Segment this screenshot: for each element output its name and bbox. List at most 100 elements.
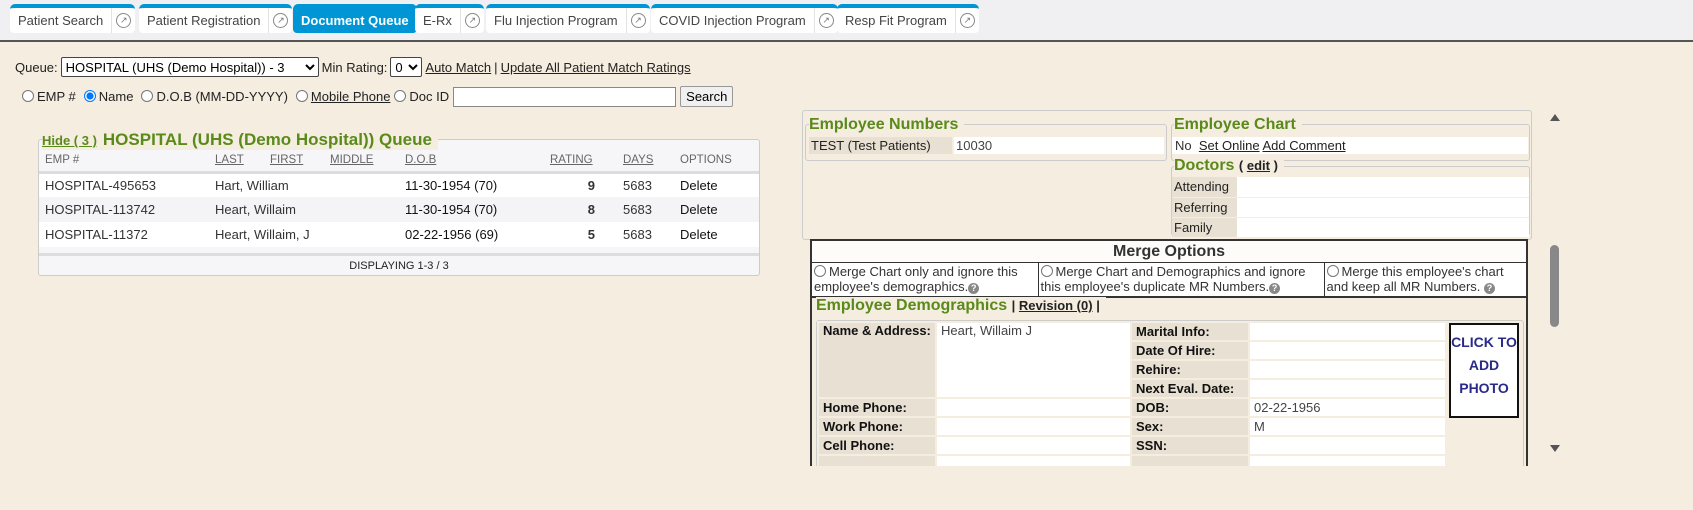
edit-doctors-link[interactable]: edit — [1246, 158, 1270, 173]
doctor-label: Referring — [1172, 198, 1237, 217]
tab-label: COVID Injection Program — [659, 13, 806, 28]
table-row[interactable]: HOSPITAL-11372 Heart, Willaim, J 02-22-1… — [39, 222, 759, 247]
rating-cell: 5 — [544, 222, 617, 247]
employee-chart-title: Employee Chart — [1174, 116, 1302, 134]
radio-doc-id[interactable]: Doc ID — [394, 89, 449, 104]
scrollbar-thumb[interactable] — [1550, 245, 1559, 327]
revision-link[interactable]: Revision (0) — [1018, 298, 1093, 313]
queue-heading: HOSPITAL (UHS (Demo Hospital)) Queue — [102, 130, 432, 149]
col-dob[interactable]: D.O.B — [399, 150, 544, 174]
dob-value: 02-22-1956 — [1248, 397, 1447, 418]
scrollbar[interactable] — [1545, 110, 1565, 458]
table-row[interactable]: HOSPITAL-113742 Heart, Willaim 11-30-195… — [39, 197, 759, 222]
col-rating[interactable]: RATING — [544, 150, 617, 174]
search-button[interactable]: Search — [680, 86, 734, 107]
sex-value: M — [1248, 416, 1447, 437]
auto-match-link[interactable]: Auto Match — [425, 59, 492, 75]
open-external-icon[interactable]: ↗ — [813, 8, 838, 33]
separator: | — [494, 59, 498, 75]
emp-cell: HOSPITAL-113742 — [39, 197, 209, 222]
tab-label: Patient Search — [18, 13, 104, 28]
radio-emp[interactable]: EMP # — [22, 89, 76, 104]
tab-patient-registration[interactable]: Patient Registration ↗ — [139, 4, 293, 33]
delete-link[interactable]: Delete — [674, 172, 759, 197]
queue-toolbar: Queue: HOSPITAL (UHS (Demo Hospital)) - … — [15, 57, 691, 77]
dob-cell: 11-30-1954 (70) — [399, 172, 544, 197]
queue-table: EMP # LAST FIRST MIDDLE D.O.B RATING DAY… — [39, 150, 759, 247]
dob-cell: 02-22-1956 (69) — [399, 222, 544, 247]
tab-e-rx[interactable]: E-Rx ↗ — [415, 4, 484, 33]
hire-label: Date Of Hire: — [1130, 340, 1250, 361]
doctor-value — [1237, 198, 1529, 217]
cell-phone-label: Cell Phone: — [817, 435, 937, 456]
radio-dob[interactable]: D.O.B (MM-DD-YYYY) — [141, 89, 288, 104]
open-external-icon[interactable]: ↗ — [954, 8, 979, 33]
hide-queue-link[interactable]: Hide ( 3 ) — [42, 133, 97, 148]
ssn-value — [1248, 435, 1447, 456]
demographics-header: Employee Demographics | Revision (0) | — [816, 297, 1106, 315]
open-external-icon[interactable]: ↗ — [459, 8, 484, 33]
radio-mobile-phone[interactable]: Mobile Phone — [295, 89, 390, 104]
next-eval-label: Next Eval. Date: — [1130, 378, 1250, 399]
rating-cell: 8 — [544, 197, 617, 222]
help-icon[interactable]: ? — [968, 283, 980, 294]
scroll-up-icon[interactable] — [1550, 114, 1560, 121]
employee-chart-row: No Set Online Add Comment — [1172, 137, 1528, 154]
col-last[interactable]: LAST — [209, 150, 264, 174]
tab-document-queue[interactable]: Document Queue — [293, 4, 417, 33]
tab-label: Resp Fit Program — [845, 13, 947, 28]
employee-numbers-box — [805, 124, 1167, 161]
employee-numbers-title: Employee Numbers — [809, 116, 965, 134]
dob-cell: 11-30-1954 (70) — [399, 197, 544, 222]
home-phone-value — [935, 397, 1132, 418]
queue-select[interactable]: HOSPITAL (UHS (Demo Hospital)) - 3 — [60, 57, 319, 77]
add-photo-button[interactable]: CLICK TO ADD PHOTO — [1449, 323, 1519, 418]
work-phone-label: Work Phone: — [817, 416, 937, 437]
employee-number-value: 10030 — [954, 137, 1164, 154]
set-online-link[interactable]: Set Online — [1198, 138, 1260, 153]
tab-flu-injection[interactable]: Flu Injection Program ↗ — [486, 4, 650, 33]
rating-cell: 9 — [544, 172, 617, 197]
merge-option-keep-all[interactable]: Merge this employee's chart and keep all… — [1323, 262, 1528, 297]
queue-footer: DISPLAYING 1-3 / 3 — [39, 253, 759, 275]
marital-value — [1248, 321, 1447, 342]
col-first[interactable]: FIRST — [264, 150, 324, 174]
min-rating-select[interactable]: 0 — [390, 57, 423, 77]
col-middle[interactable]: MIDDLE — [324, 150, 399, 174]
help-icon[interactable]: ? — [1484, 283, 1496, 294]
table-row[interactable]: HOSPITAL-495653 Hart, William 11-30-1954… — [39, 172, 759, 197]
radio-name[interactable]: Name — [83, 89, 133, 104]
employee-number-key: TEST (Test Patients) — [809, 137, 952, 154]
delete-link[interactable]: Delete — [674, 197, 759, 222]
next-eval-value — [1248, 378, 1447, 399]
name-cell: Heart, Willaim — [209, 197, 399, 222]
open-external-icon[interactable]: ↗ — [625, 8, 650, 33]
name-address-value: Heart, Willaim J — [935, 321, 1132, 399]
tab-label: E-Rx — [423, 13, 452, 28]
doctor-value — [1237, 177, 1529, 197]
open-external-icon[interactable]: ↗ — [268, 8, 292, 33]
open-external-icon[interactable]: ↗ — [111, 8, 135, 33]
help-icon[interactable]: ? — [1269, 283, 1281, 294]
tab-covid-injection[interactable]: COVID Injection Program ↗ — [651, 4, 838, 33]
chart-status: No — [1175, 138, 1192, 153]
demographics-title: Employee Demographics — [816, 297, 1008, 314]
demographics-box — [816, 320, 1524, 466]
days-cell: 5683 — [617, 172, 674, 197]
col-days[interactable]: DAYS — [617, 150, 674, 174]
min-rating-label: Min Rating: — [321, 59, 388, 75]
scroll-down-icon[interactable] — [1550, 445, 1560, 452]
search-input[interactable] — [453, 86, 677, 107]
tab-label: Patient Registration — [147, 13, 261, 28]
add-comment-link[interactable]: Add Comment — [1262, 138, 1346, 153]
home-phone-label: Home Phone: — [817, 397, 937, 418]
merge-option-chart-only[interactable]: Merge Chart only and ignore this employe… — [810, 262, 1039, 297]
merge-option-chart-demographics[interactable]: Merge Chart and Demographics and ignore … — [1037, 262, 1325, 297]
tab-patient-search[interactable]: Patient Search ↗ — [10, 4, 136, 33]
queue-title: Hide ( 3 ) HOSPITAL (UHS (Demo Hospital)… — [42, 130, 438, 150]
delete-link[interactable]: Delete — [674, 222, 759, 247]
tab-resp-fit[interactable]: Resp Fit Program ↗ — [837, 4, 979, 33]
doctor-row: Referring — [1172, 198, 1529, 217]
update-ratings-link[interactable]: Update All Patient Match Ratings — [500, 59, 691, 75]
demographics-section: Employee Demographics | Revision (0) | N… — [810, 296, 1528, 466]
